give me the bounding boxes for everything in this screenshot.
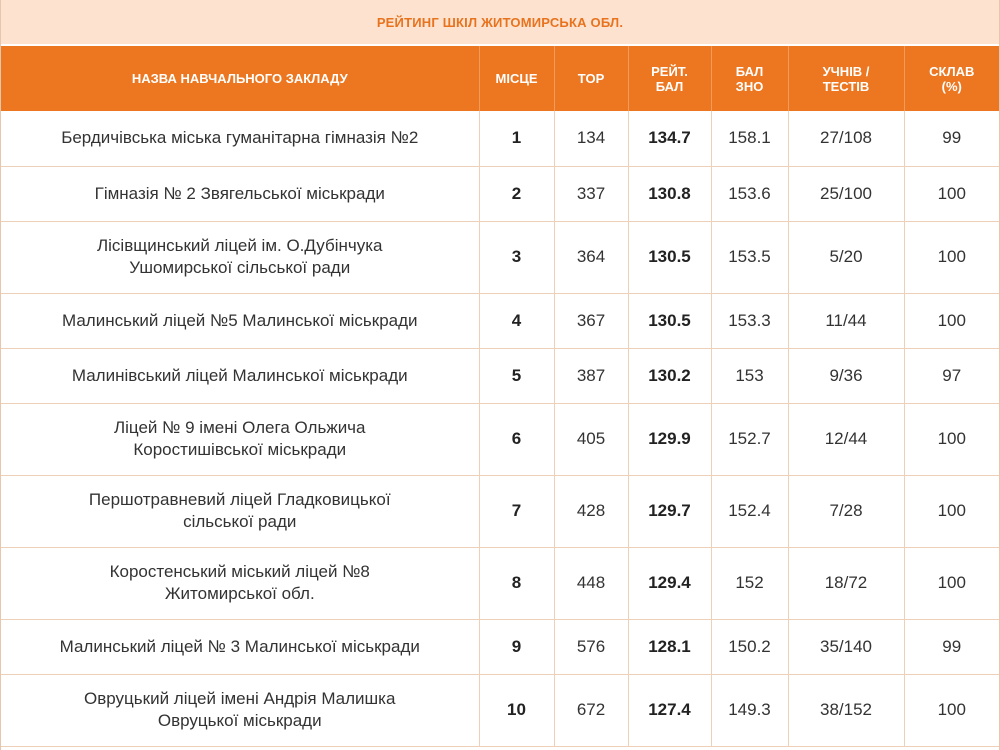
school-name: Малинівський ліцей Малинської міськради <box>71 365 408 385</box>
completion-cell: 99 <box>903 111 999 166</box>
place-cell: 10 <box>478 674 554 746</box>
header-students[interactable]: УЧНІВ / ТЕСТІВ <box>787 46 904 111</box>
school-name: Бердичівська міська гуманітарна гімназія… <box>61 128 419 148</box>
students-cell: 25/100 <box>787 166 904 221</box>
students-cell: 9/36 <box>787 348 904 403</box>
school-name: Лісівщинський ліцей ім. О.Дубінчука Ушоми… <box>97 236 383 277</box>
completion-cell: 100 <box>903 221 999 293</box>
zno-cell: 153 <box>710 348 788 403</box>
header-zno[interactable]: БАЛ ЗНО <box>710 46 788 111</box>
school-name: Овруцький ліцей імені Андрія Малишка Овру… <box>84 689 396 730</box>
header-name[interactable]: НАЗВА НАВЧАЛЬНОГО ЗАКЛАДУ <box>131 71 348 86</box>
table-header: НАЗВА НАВЧАЛЬНОГО ЗАКЛАДУ МІСЦЕ TOP РЕЙТ… <box>1 46 999 111</box>
rating-cell: 130.5 <box>627 293 711 348</box>
place-cell: 3 <box>478 221 554 293</box>
completion-cell: 100 <box>903 547 999 619</box>
rating-cell: 127.4 <box>627 674 711 746</box>
zno-cell: 152 <box>710 547 788 619</box>
table-row: Ліцей № 9 імені Олега Ольжича Коростишівс… <box>1 403 999 475</box>
zno-cell: 152.7 <box>710 403 788 475</box>
place-cell: 2 <box>478 166 554 221</box>
header-row: НАЗВА НАВЧАЛЬНОГО ЗАКЛАДУ МІСЦЕ TOP РЕЙТ… <box>1 46 999 111</box>
school-name: Коростенський міський ліцей №8 Житомирськ… <box>109 562 370 603</box>
header-rating[interactable]: РЕЙТ. БАЛ <box>627 46 711 111</box>
rating-cell: 128.1 <box>627 619 711 674</box>
table-row: Гімназія № 2 Звягельської міськради 2 33… <box>1 166 999 221</box>
school-name: Гімназія № 2 Звягельської міськради <box>94 183 385 203</box>
schools-rating-table: НАЗВА НАВЧАЛЬНОГО ЗАКЛАДУ МІСЦЕ TOP РЕЙТ… <box>1 46 999 747</box>
students-cell: 27/108 <box>787 111 904 166</box>
completion-cell: 99 <box>903 619 999 674</box>
school-name: Ліцей № 9 імені Олега Ольжича Коростишівс… <box>114 418 366 459</box>
table-row: Овруцький ліцей імені Андрія Малишка Овру… <box>1 674 999 746</box>
zno-cell: 152.4 <box>710 475 788 547</box>
place-cell: 8 <box>478 547 554 619</box>
zno-cell: 153.3 <box>710 293 788 348</box>
rating-cell: 134.7 <box>627 111 711 166</box>
school-name: Малинський ліцей №5 Малинської міськради <box>61 310 418 330</box>
school-name: Малинський ліцей № 3 Малинської міськрад… <box>59 636 420 656</box>
completion-cell: 100 <box>903 166 999 221</box>
top-cell: 134 <box>553 111 628 166</box>
top-cell: 405 <box>553 403 628 475</box>
students-cell: 11/44 <box>787 293 904 348</box>
place-cell: 7 <box>478 475 554 547</box>
top-cell: 364 <box>553 221 628 293</box>
place-cell: 6 <box>478 403 554 475</box>
top-cell: 576 <box>553 619 628 674</box>
zno-cell: 158.1 <box>710 111 788 166</box>
students-cell: 38/152 <box>787 674 904 746</box>
table-row: Коростенський міський ліцей №8 Житомирськ… <box>1 547 999 619</box>
rating-cell: 130.5 <box>627 221 711 293</box>
place-cell: 9 <box>478 619 554 674</box>
rating-cell: 129.9 <box>627 403 711 475</box>
table-row: Малинівський ліцей Малинської міськради … <box>1 348 999 403</box>
table-row: Першотравневий ліцей Гладковицької сільсь… <box>1 475 999 547</box>
completion-cell: 100 <box>903 403 999 475</box>
rating-cell: 130.8 <box>627 166 711 221</box>
school-name: Першотравневий ліцей Гладковицької сільсь… <box>88 490 391 531</box>
rating-cell: 129.7 <box>627 475 711 547</box>
table-row: Малинський ліцей № 3 Малинської міськрад… <box>1 619 999 674</box>
header-top[interactable]: TOP <box>553 46 628 111</box>
table-body: Бердичівська міська гуманітарна гімназія… <box>1 111 999 746</box>
zno-cell: 153.6 <box>710 166 788 221</box>
top-cell: 448 <box>553 547 628 619</box>
students-cell: 7/28 <box>787 475 904 547</box>
completion-cell: 97 <box>903 348 999 403</box>
completion-cell: 100 <box>903 293 999 348</box>
header-place[interactable]: МІСЦЕ <box>478 46 554 111</box>
top-cell: 387 <box>553 348 628 403</box>
top-cell: 672 <box>553 674 628 746</box>
students-cell: 35/140 <box>787 619 904 674</box>
top-cell: 337 <box>553 166 628 221</box>
place-cell: 4 <box>478 293 554 348</box>
header-completion[interactable]: СКЛАВ (%) <box>903 46 999 111</box>
rating-cell: 129.4 <box>627 547 711 619</box>
zno-cell: 153.5 <box>710 221 788 293</box>
students-cell: 18/72 <box>787 547 904 619</box>
top-cell: 428 <box>553 475 628 547</box>
rating-cell: 130.2 <box>627 348 711 403</box>
completion-cell: 100 <box>903 475 999 547</box>
table-row: Малинський ліцей №5 Малинської міськради… <box>1 293 999 348</box>
table-row: Бердичівська міська гуманітарна гімназія… <box>1 111 999 166</box>
students-cell: 12/44 <box>787 403 904 475</box>
top-cell: 367 <box>553 293 628 348</box>
place-cell: 1 <box>478 111 554 166</box>
table-title: РЕЙТИНГ ШКІЛ ЖИТОМИРСЬКА ОБЛ. <box>1 0 999 46</box>
completion-cell: 100 <box>903 674 999 746</box>
place-cell: 5 <box>478 348 554 403</box>
table-row: Лісівщинський ліцей ім. О.Дубінчука Ушоми… <box>1 221 999 293</box>
students-cell: 5/20 <box>787 221 904 293</box>
zno-cell: 149.3 <box>710 674 788 746</box>
zno-cell: 150.2 <box>710 619 788 674</box>
